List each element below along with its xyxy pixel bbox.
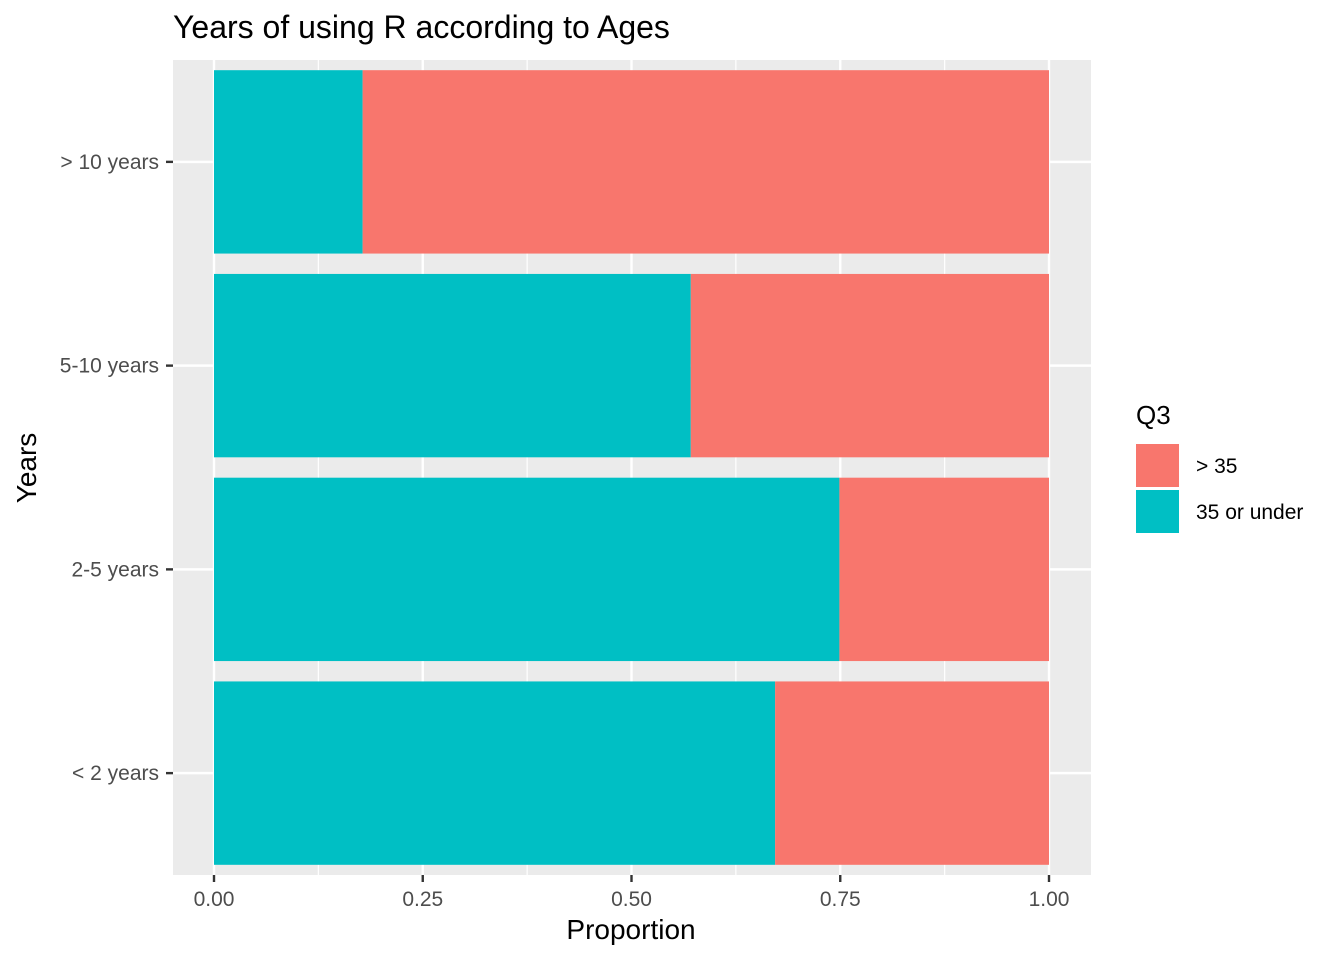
legend-label: 35 or under (1196, 501, 1303, 524)
y-tick-label: > 10 years (60, 151, 159, 174)
bar--35 (839, 477, 1049, 662)
x-tick-label: 1.00 (1029, 888, 1070, 911)
bar--35 (775, 681, 1049, 865)
legend-label: > 35 (1196, 455, 1237, 478)
legend-swatch (1136, 444, 1179, 487)
x-tick-label: 0.75 (820, 888, 861, 911)
bar--35 (362, 70, 1049, 254)
bar-35-or-under (214, 70, 363, 254)
x-axis: 0.00 0.25 0.50 0.75 1.00 (194, 875, 1070, 911)
y-axis-title: Years (11, 433, 42, 504)
x-tick-label: 0.25 (402, 888, 443, 911)
x-axis-title: Proportion (566, 914, 695, 945)
bar-35-or-under (214, 273, 691, 458)
y-tick-label: < 2 years (72, 762, 159, 785)
y-tick-label: 2-5 years (71, 558, 159, 581)
y-tick-label: 5-10 years (60, 355, 159, 378)
legend-title: Q3 (1136, 400, 1171, 430)
bar--35 (690, 273, 1049, 458)
bars (214, 70, 1049, 865)
bar-35-or-under (214, 477, 840, 662)
chart-title: Years of using R according to Ages (173, 9, 670, 45)
legend-swatch (1136, 490, 1179, 533)
legend: Q3 > 35 35 or under (1136, 400, 1303, 533)
bar-35-or-under (214, 681, 776, 865)
x-tick-label: 0.50 (611, 888, 652, 911)
x-tick-label: 0.00 (194, 888, 235, 911)
y-axis: < 2 years 2-5 years 5-10 years > 10 years (60, 151, 173, 785)
